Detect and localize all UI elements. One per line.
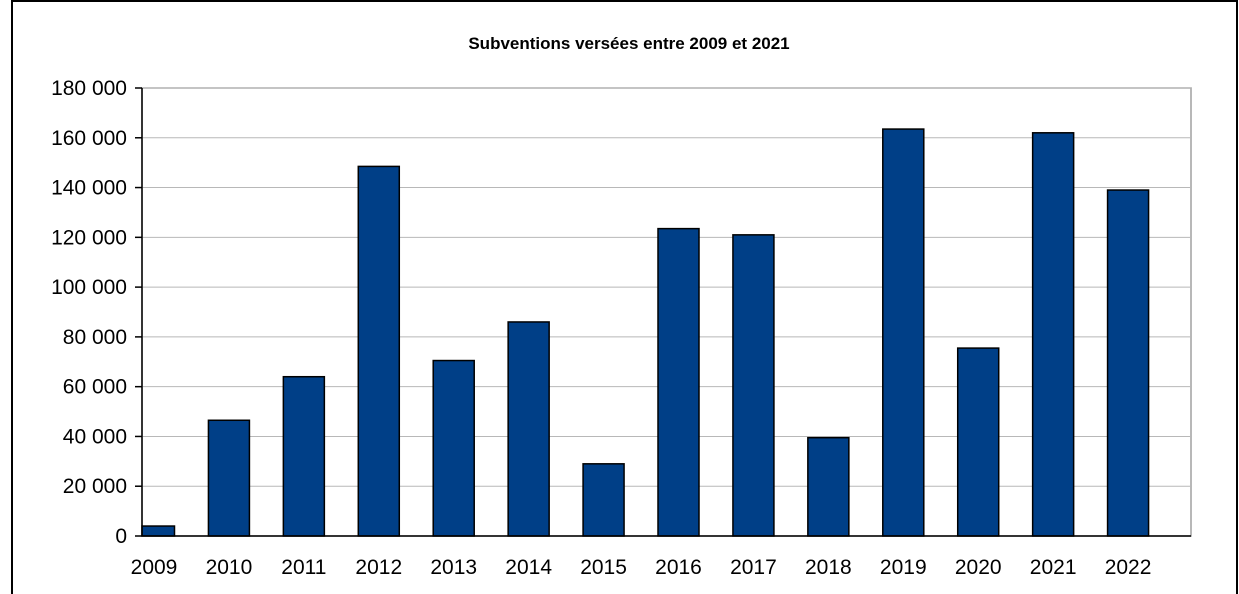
- bar-2016: [657, 227, 700, 537]
- axes: [135, 87, 1191, 537]
- x-tick-label: 2017: [730, 556, 777, 579]
- y-tick-label: 60 000: [63, 376, 127, 399]
- chart-title: Subventions versées entre 2009 et 2021: [468, 34, 789, 53]
- x-tick-label: 2016: [655, 556, 702, 579]
- bars: [141, 128, 1150, 537]
- x-tick-label: 2020: [955, 556, 1002, 579]
- bar-2009: [141, 525, 176, 537]
- bar-2011: [282, 375, 326, 537]
- bar-2022: [1106, 189, 1150, 537]
- y-tick-label: 120 000: [51, 226, 127, 249]
- x-tick-label: 2021: [1030, 556, 1077, 579]
- x-tick-label: 2013: [430, 556, 477, 579]
- bar-2021: [1031, 132, 1075, 537]
- y-tick-label: 40 000: [63, 425, 127, 448]
- bar-2010: [207, 419, 251, 537]
- x-tick-label: 2015: [580, 556, 627, 579]
- y-tick-label: 180 000: [51, 77, 127, 100]
- x-tick-label: 2012: [355, 556, 402, 579]
- x-tick-label: 2010: [206, 556, 253, 579]
- y-tick-label: 80 000: [63, 326, 127, 349]
- x-tick-label: 2014: [505, 556, 552, 579]
- x-tick-label: 2011: [281, 556, 326, 579]
- bar-2012: [357, 165, 401, 537]
- x-tick-label: 2019: [880, 556, 927, 579]
- y-tick-label: 140 000: [51, 177, 127, 200]
- bar-2015: [582, 463, 625, 537]
- bar-2014: [507, 321, 550, 537]
- y-tick-labels: 0 20 000 40 000 60 000 80 000 100 000 120 000 1…: [51, 77, 127, 548]
- x-tick-label: 2018: [805, 556, 852, 579]
- y-tick-label: 100 000: [51, 276, 127, 299]
- y-tick-label: 20 000: [63, 475, 127, 498]
- bar-2013: [432, 359, 475, 537]
- y-tick-label: 160 000: [51, 127, 127, 150]
- bar-2020: [956, 347, 1000, 537]
- y-tick-label: 0: [115, 525, 127, 548]
- x-tick-label: 2022: [1105, 556, 1152, 579]
- bar-2017: [732, 234, 775, 537]
- bar-2019: [882, 128, 925, 537]
- x-tick-label: 2009: [131, 556, 178, 579]
- bar-2018: [807, 436, 850, 537]
- x-tick-labels: 2009 2010 2011 2012 2013 2014 2015 2016 2017 2018…: [131, 556, 1152, 579]
